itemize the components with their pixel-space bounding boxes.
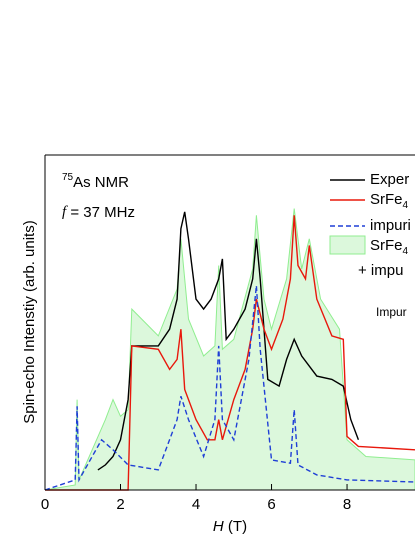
legend-label: SrFe (370, 237, 403, 254)
plot-area (44, 208, 415, 491)
annotation: f = 37 MHz (62, 204, 135, 221)
x-axis-label: H (213, 518, 224, 535)
annotation: 75As NMR (62, 172, 129, 191)
line (44, 285, 415, 491)
x-axis-label: H (T) (213, 518, 247, 535)
legend-label: 4 (403, 200, 409, 211)
y-axis-label: Spin-echo Intenstiy (arb. units) (21, 220, 38, 423)
legend-swatch (329, 235, 366, 255)
legend-label: impuri (370, 217, 411, 234)
x-tick-label: 8 (343, 496, 351, 513)
line (97, 211, 360, 471)
x-axis-label: (T) (224, 518, 247, 535)
x-tick-label: 2 (116, 496, 124, 513)
legend-label: Exper (370, 171, 409, 188)
x-tick-label: 0 (41, 496, 49, 513)
legend-label: + impu (358, 262, 403, 279)
legend-label: 4 (403, 246, 409, 257)
annotation: 75 (62, 172, 74, 183)
x-tick-label: 4 (192, 496, 200, 513)
legend-label: SrFe4 (370, 237, 409, 257)
annotation: f (62, 204, 68, 220)
x-tick-label: 6 (267, 496, 275, 513)
legend-label: Exper (370, 171, 409, 188)
area (44, 208, 415, 491)
legend-label: SrFe4 (370, 191, 409, 211)
line (45, 215, 415, 491)
legend-label: impuri (370, 217, 411, 234)
annotation: Impur (376, 305, 407, 319)
annotation: As NMR (73, 174, 129, 191)
legend-label: SrFe (370, 191, 403, 208)
annotation: = 37 MHz (66, 204, 135, 221)
